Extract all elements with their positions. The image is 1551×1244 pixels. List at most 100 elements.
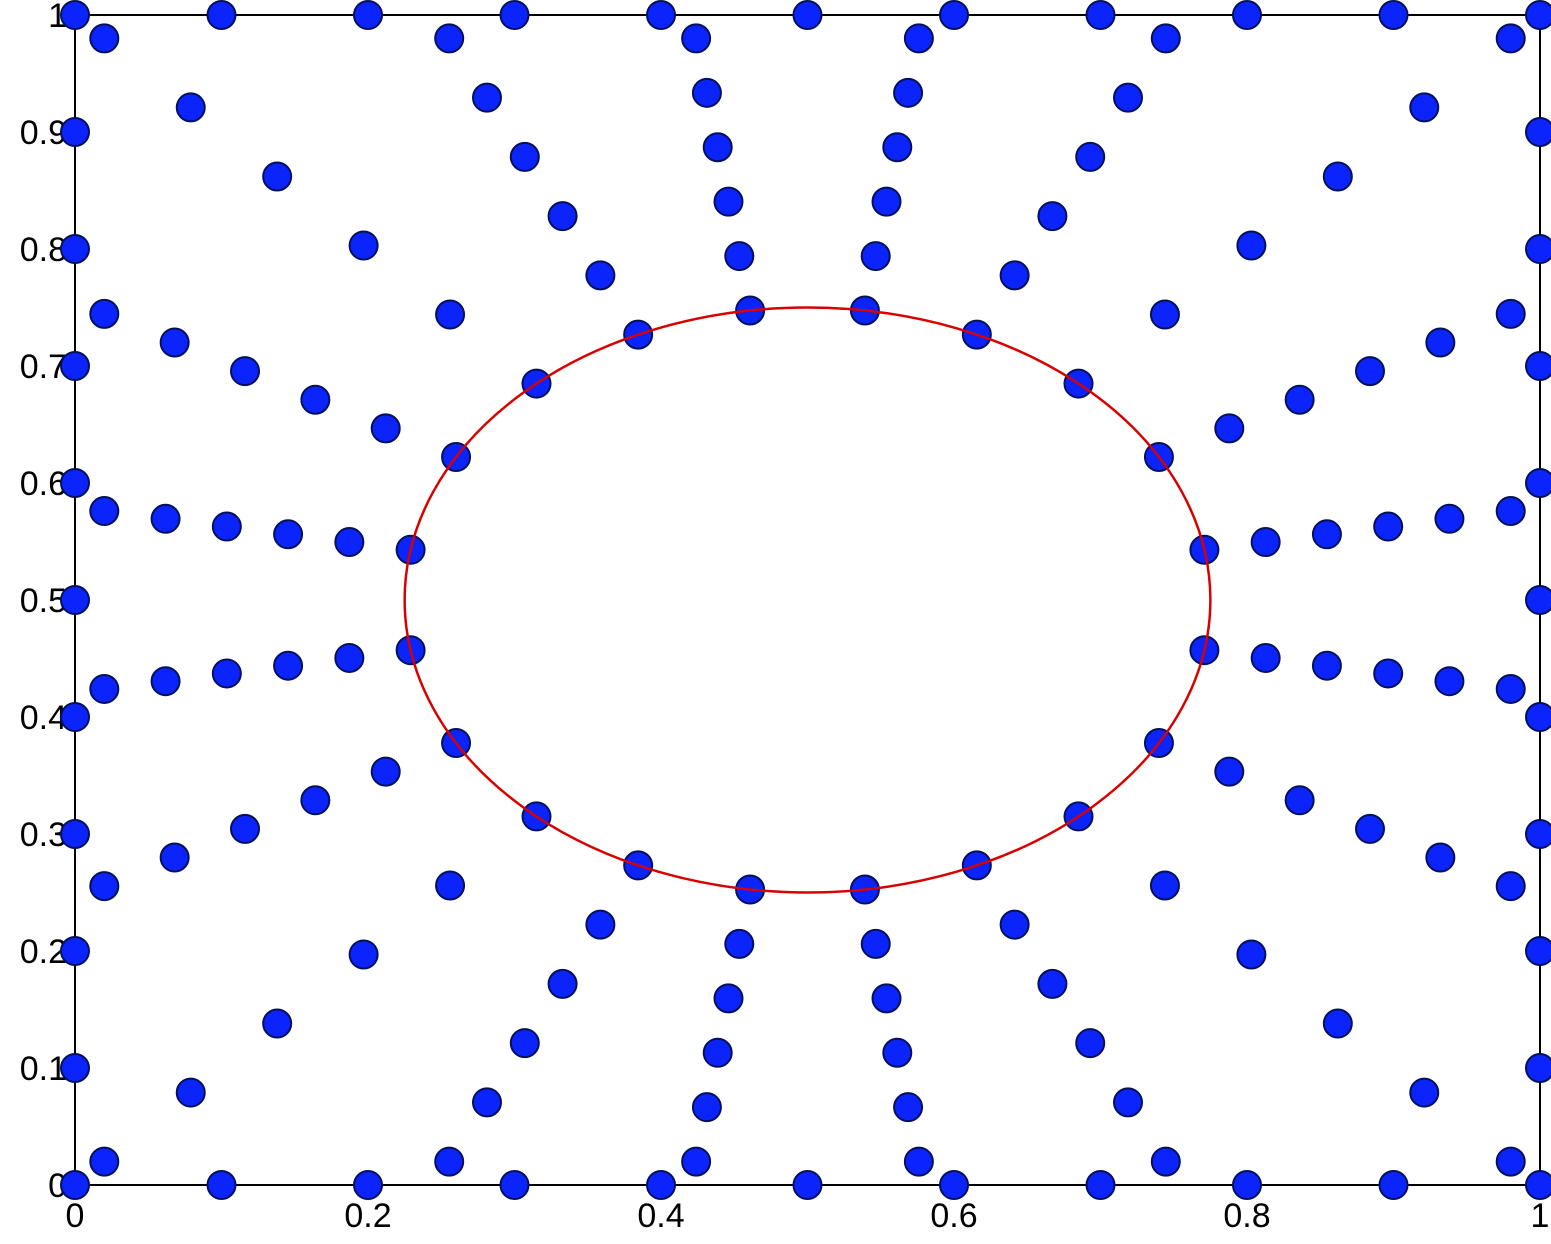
scatter-point <box>862 242 890 270</box>
scatter-point <box>1356 357 1384 385</box>
scatter-point <box>335 528 363 556</box>
scatter-point <box>90 1148 118 1176</box>
scatter-point <box>940 1171 968 1199</box>
scatter-point <box>682 24 710 52</box>
scatter-point <box>549 202 577 230</box>
scatter-point <box>714 984 742 1012</box>
scatter-point <box>511 1029 539 1057</box>
scatter-point <box>1497 497 1525 525</box>
scatter-point <box>1152 1148 1180 1176</box>
scatter-point <box>940 1 968 29</box>
scatter-point <box>473 1088 501 1116</box>
scatter-point <box>794 1171 822 1199</box>
scatter-point <box>1313 652 1341 680</box>
scatter-point <box>873 984 901 1012</box>
scatter-point <box>1114 84 1142 112</box>
scatter-point <box>90 675 118 703</box>
scatter-point <box>208 1171 236 1199</box>
scatter-point <box>231 815 259 843</box>
scatter-point <box>61 1054 89 1082</box>
scatter-point <box>682 1148 710 1176</box>
scatter-point <box>586 911 614 939</box>
scatter-point <box>1435 667 1463 695</box>
scatter-point <box>1237 940 1265 968</box>
scatter-point <box>274 520 302 548</box>
scatter-point <box>1038 202 1066 230</box>
scatter-point <box>213 659 241 687</box>
scatter-point <box>1233 1 1261 29</box>
scatter-point <box>90 300 118 328</box>
scatter-point <box>354 1171 382 1199</box>
scatter-point <box>435 1148 463 1176</box>
scatter-point <box>1380 1171 1408 1199</box>
scatter-point <box>1374 513 1402 541</box>
x-tick-label: 0.4 <box>637 1197 684 1235</box>
scatter-point <box>1497 1148 1525 1176</box>
scatter-point <box>704 1039 732 1067</box>
scatter-point <box>61 1171 89 1199</box>
scatter-point <box>350 940 378 968</box>
scatter-point <box>61 235 89 263</box>
scatter-point <box>873 188 901 216</box>
y-tick-label: 0.1 <box>20 1050 67 1088</box>
x-tick-label: 0.2 <box>344 1197 391 1235</box>
scatter-point <box>90 872 118 900</box>
scatter-point <box>61 469 89 497</box>
scatter-point <box>905 1148 933 1176</box>
scatter-point <box>1076 1029 1104 1057</box>
scatter-point <box>794 1 822 29</box>
scatter-point <box>1526 1171 1551 1199</box>
scatter-point <box>473 84 501 112</box>
scatter-point <box>1313 520 1341 548</box>
scatter-point <box>1426 328 1454 356</box>
scatter-point <box>1526 937 1551 965</box>
scatter-point <box>1152 24 1180 52</box>
scatter-point <box>647 1171 675 1199</box>
scatter-point <box>1410 93 1438 121</box>
scatter-point <box>177 93 205 121</box>
scatter-point <box>61 118 89 146</box>
scatter-point <box>1237 232 1265 260</box>
scatter-point <box>1526 235 1551 263</box>
y-tick-label: 0.3 <box>20 816 67 854</box>
scatter-point <box>894 1093 922 1121</box>
scatter-point <box>1497 24 1525 52</box>
scatter-point <box>301 786 329 814</box>
scatter-point <box>177 1079 205 1107</box>
scatter-point <box>1526 1 1551 29</box>
scatter-point <box>1526 1054 1551 1082</box>
scatter-point <box>1087 1 1115 29</box>
scatter-point <box>883 133 911 161</box>
scatter-point <box>1497 675 1525 703</box>
scatter-point <box>1356 815 1384 843</box>
scatter-point <box>1215 414 1243 442</box>
scatter-chart: 00.20.40.60.8100.10.20.30.40.50.60.70.80… <box>0 0 1551 1244</box>
scatter-point <box>1526 118 1551 146</box>
scatter-point <box>1252 528 1280 556</box>
scatter-point <box>714 188 742 216</box>
scatter-point <box>725 242 753 270</box>
scatter-point <box>1526 703 1551 731</box>
scatter-point <box>436 301 464 329</box>
scatter-point <box>501 1 529 29</box>
scatter-point <box>61 937 89 965</box>
scatter-point <box>436 871 464 899</box>
scatter-point <box>1215 758 1243 786</box>
scatter-point <box>704 133 732 161</box>
scatter-point <box>274 652 302 680</box>
scatter-point <box>549 970 577 998</box>
y-tick-label: 0.9 <box>20 114 67 152</box>
scatter-point <box>90 24 118 52</box>
scatter-point <box>1252 644 1280 672</box>
scatter-point <box>1324 162 1352 190</box>
scatter-point <box>213 513 241 541</box>
scatter-point <box>301 386 329 414</box>
scatter-point <box>1087 1171 1115 1199</box>
scatter-point <box>1526 469 1551 497</box>
y-tick-label: 0.5 <box>20 582 67 620</box>
scatter-point <box>1114 1088 1142 1116</box>
scatter-point <box>61 703 89 731</box>
scatter-point <box>435 24 463 52</box>
scatter-point <box>511 143 539 171</box>
y-tick-label: 0.4 <box>20 699 67 737</box>
